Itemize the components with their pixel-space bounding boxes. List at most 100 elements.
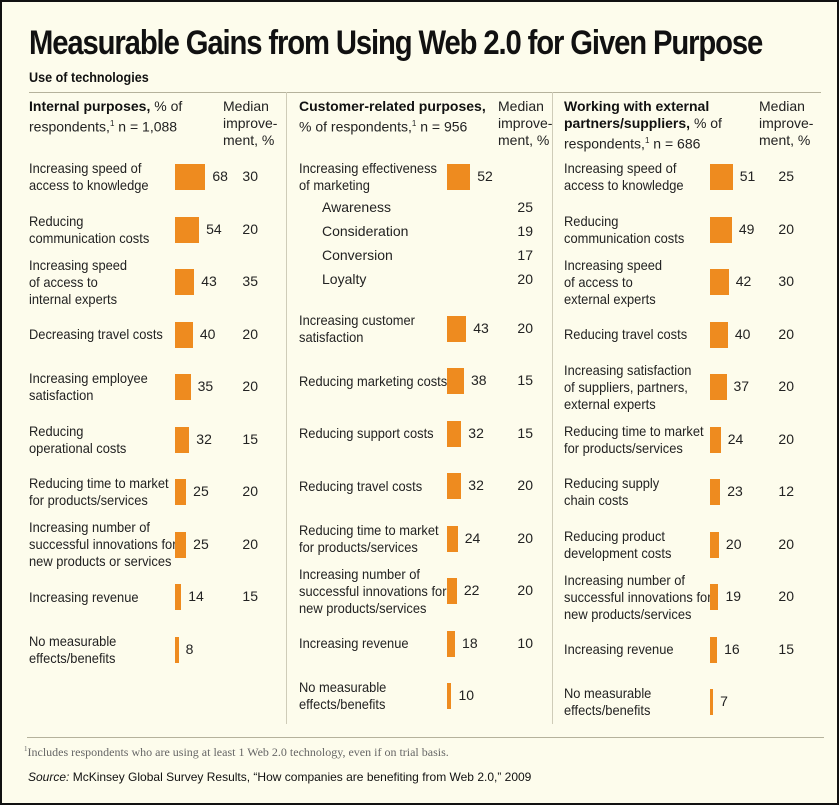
panel-customer-related-purposes: Customer-related purposes, % of responde… [299,92,552,732]
bar-row: Reducing time to market for products/serv… [29,475,279,519]
panel-header-title: Internal purposes, [29,98,151,114]
bar [710,479,721,505]
bottom-divider [27,737,824,738]
sub-item-median: 25 [517,198,533,215]
panel-header-unit: % of respondents, [564,115,722,152]
panel-internal-purposes: Internal purposes, % of respondents,1 n … [29,92,279,732]
median-header: Median improve-ment, % [759,98,813,149]
sub-item-median: 19 [517,222,533,239]
row-label-line: external experts [564,290,656,307]
row-label: Reducing marketing costs [299,373,447,390]
bar-value-label: 35 [197,378,214,394]
row-label: Increasing number of successful innovatio… [29,519,176,570]
bar [710,269,729,295]
bar-value-label: 18 [462,634,478,651]
bar-value-label: 43 [201,273,217,289]
bar-row: Increasing customer satisfaction 43 20 [299,312,549,356]
bar-value-label: 14 [188,588,204,604]
median-header-line: Median [223,98,269,114]
bar [175,584,182,610]
footnote: 1Includes respondents who are using at l… [24,745,449,760]
sub-item-median: 20 [517,271,533,288]
median-value: 20 [778,378,794,394]
row-label-line: Increasing revenue [564,641,674,657]
median-value: 10 [517,634,533,651]
row-label-line: Increasing speed [29,256,128,273]
bar [447,368,464,395]
row-label-line: development costs [564,544,672,561]
bar [447,525,458,552]
bar-value-label: 10 [458,687,475,704]
row-label: Reducing communication costs [29,213,149,247]
bar-row: Reducing communication costs 54 20 [29,213,279,257]
row-label-line: of access to [29,273,98,290]
row-label-line: communication costs [29,229,150,246]
row-label: Reducing communication costs [564,213,684,247]
row-label-line: successful innovations for [29,536,177,552]
column-divider-2 [552,92,553,724]
row-label: Reducing support costs [299,425,434,442]
bar [175,269,195,295]
row-label-line: effects/benefits [299,696,386,713]
bar-row: Increasing number of successful innovatio… [29,519,279,572]
row-label-line: external experts [564,395,656,412]
row-label: Reducing travel costs [299,478,422,495]
row-label: Reducing time to market for products/serv… [564,423,704,457]
bar [175,216,200,243]
bar-row: No measurable effects/benefits 10 [299,679,549,723]
bar-row: Increasing satisfaction of suppliers, par… [564,362,826,414]
bar [710,164,733,190]
row-label-line: satisfaction [29,387,94,403]
row-label-line: Reducing travel costs [299,477,423,494]
median-value: 20 [242,535,258,552]
row-label-line: No measurable [564,685,652,701]
bar [447,315,467,342]
row-label-line: for products/services [564,439,683,456]
median-value: 12 [778,483,794,499]
row-label-line: Reducing [29,212,84,229]
row-label-line: communication costs [564,229,685,246]
panel-header-unit: % of respondents, [299,118,412,135]
bar [447,420,462,447]
bar-row: Reducing communication costs 49 20 [564,213,826,257]
row-label: Increasing speed of access to knowledge [29,160,149,194]
respondent-count: n = 1,088 [118,118,178,135]
bar-row: Increasing employee satisfaction 35 20 [29,370,279,414]
row-label: Increasing customer satisfaction [299,312,415,346]
chart-title: Measurable Gains from Using Web 2.0 for … [29,24,763,62]
row-label-line: Increasing effectiveness [299,160,437,176]
row-label-line: No measurable [29,632,117,649]
row-label-line: Reducing time to market [299,521,439,538]
source-text: McKinsey Global Survey Results, “How com… [72,770,532,784]
sub-item-label: Consideration [322,222,409,239]
bar [175,479,187,505]
bar-row: No measurable effects/benefits 7 [564,685,826,729]
bar-value-label: 40 [199,325,216,342]
bar-value-label: 25 [193,535,209,552]
row-label: Increasing employee satisfaction [29,370,148,404]
bar-value-label: 8 [185,640,194,657]
row-label-line: Increasing number of [29,519,151,535]
bar [175,426,190,453]
sub-item-median: 17 [517,247,533,264]
bar [447,630,456,657]
row-label-line: Increasing revenue [299,635,409,652]
row-label-line: operational costs [29,439,127,456]
row-label-line: new products/services [299,599,427,616]
row-label: Decreasing travel costs [29,326,163,343]
row-label: No measurable effects/benefits [564,685,651,719]
bar-row: Increasing revenue 16 15 [564,636,826,677]
row-label-line: No measurable [299,679,387,696]
bar [447,473,462,500]
bar-row: Reducing travel costs 40 20 [564,321,826,362]
median-value: 25 [778,168,794,184]
bar-row: Increasing number of successful innovatio… [564,572,826,624]
median-header: Median improve-ment, % [223,98,277,149]
median-value: 20 [778,220,794,237]
bar-value-label: 20 [725,535,742,552]
row-label-line: Reducing [29,422,84,439]
panel-header: Working with external partners/suppliers… [564,98,764,153]
median-header-line: ment, % [759,132,811,148]
median-value: 15 [778,640,794,657]
